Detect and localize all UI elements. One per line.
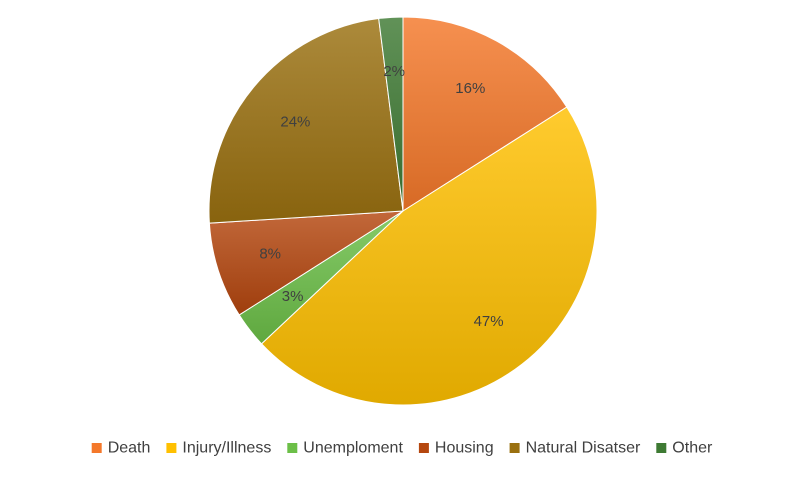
legend-item-natural-disatser: Natural Disatser (509, 440, 641, 457)
data-label-housing: 8% (259, 246, 281, 263)
legend-label-housing: Housing (435, 440, 494, 457)
legend-label-other: Other (672, 440, 713, 457)
legend-item-housing: Housing (418, 440, 494, 457)
pie-slice-natural-disatser (208, 17, 404, 224)
legend-label-injury-illness: Injury/Illness (182, 440, 271, 457)
legend-swatch-other (656, 443, 667, 453)
legend-item-unemploment: Unemploment (287, 440, 403, 457)
data-label-injury-illness: 47% (474, 313, 504, 330)
pie-slice-death (402, 16, 568, 212)
legend-label-unemploment: Unemploment (303, 440, 403, 457)
legend: Death Injury/Illness Unemploment Housing Nat… (91, 440, 713, 457)
data-label-other: 2% (383, 63, 405, 80)
data-label-death: 16% (455, 80, 485, 97)
pie-slice-injury-illness (260, 106, 598, 406)
legend-item-injury-illness: Injury/Illness (166, 440, 271, 457)
pie-slices (208, 16, 598, 406)
legend-swatch-natural-disatser (509, 443, 520, 453)
pie-slice-other (378, 16, 404, 212)
legend-label-natural-disatser: Natural Disatser (526, 440, 641, 457)
legend-item-other: Other (656, 440, 713, 457)
legend-label-death: Death (108, 440, 151, 457)
legend-swatch-housing (418, 443, 429, 453)
data-label-unemploment: 3% (282, 288, 304, 305)
legend-item-death: Death (91, 440, 151, 457)
legend-swatch-unemploment (287, 443, 298, 453)
data-label-natural-disatser: 24% (280, 114, 310, 131)
legend-swatch-death (91, 443, 102, 453)
pie-data-labels: 16% 47% 3% 8% 24% 2% (259, 63, 503, 330)
legend-swatch-injury-illness (166, 443, 177, 453)
pie-slice-housing (208, 210, 404, 316)
